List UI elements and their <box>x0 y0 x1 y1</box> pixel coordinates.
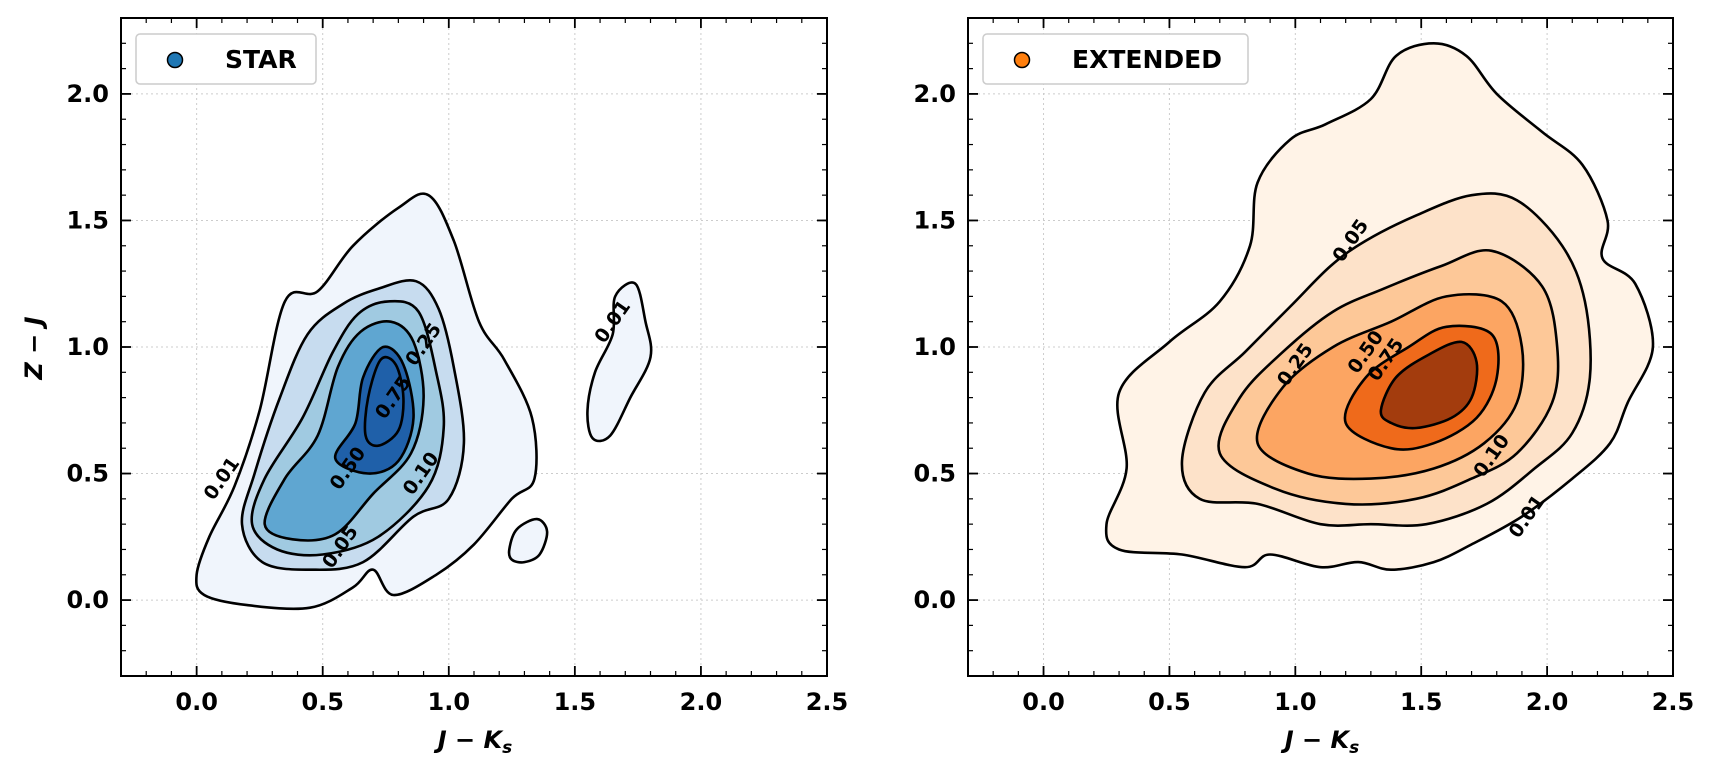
star-contour-fill-001 <box>509 519 548 563</box>
star-contour-line-005 <box>240 279 466 572</box>
extended-legend-label: EXTENDED <box>1072 45 1222 74</box>
extended-y-tick-label: 0.5 <box>913 460 956 488</box>
extended-legend-marker <box>1013 51 1031 69</box>
extended-contour-line-050 <box>1343 324 1500 451</box>
star-x-axis-label: J − Ks <box>434 726 512 758</box>
star-panel: 0.010.010.050.100.250.500.75 0.0 0.5 1.0 1.… <box>20 17 849 758</box>
star-x-tick-label: 0.5 <box>301 688 344 716</box>
extended-y-tick-label: 1.5 <box>913 206 956 234</box>
star-contour-line-075 <box>363 355 405 448</box>
star-y-tick-label: 0.5 <box>66 460 109 488</box>
star-contour-line-050 <box>333 345 415 475</box>
star-contour-line-001 <box>194 192 538 611</box>
extended-plot-frame <box>967 17 1674 677</box>
extended-panel: 0.050.25 0.500.750.100.01 0.0 0.5 1.0 1.5 2.0… <box>913 17 1695 758</box>
star-x-tick-label: 0.0 <box>175 688 218 716</box>
star-plot-frame <box>120 17 828 677</box>
star-y-tick-label: 0.0 <box>66 586 109 614</box>
star-legend-label: STAR <box>225 45 297 74</box>
star-legend-marker <box>166 51 184 69</box>
star-contour-line-001 <box>586 281 653 443</box>
star-contour-line-001 <box>507 517 549 564</box>
star-x-tick-label: 1.0 <box>428 688 471 716</box>
star-y-tick-label: 1.5 <box>66 206 109 234</box>
star-contour-lines <box>194 192 653 611</box>
extended-x-tick-label: 0.5 <box>1148 688 1191 716</box>
star-contour-fill-001 <box>587 282 652 441</box>
extended-legend: EXTENDED <box>982 33 1249 85</box>
extended-x-tick-label: 0.0 <box>1022 688 1065 716</box>
extended-contour-line-001 <box>1104 42 1655 571</box>
star-legend-box <box>135 33 317 85</box>
extended-contour-line-025 <box>1255 292 1525 481</box>
star-y-tick-label: 1.0 <box>66 333 109 361</box>
extended-y-tick-label: 2.0 <box>913 80 956 108</box>
extended-x-tick-label: 1.0 <box>1274 688 1317 716</box>
extended-contour-line-010 <box>1217 248 1560 506</box>
star-contour-line-025 <box>263 320 425 542</box>
extended-contour-line-075 <box>1379 340 1479 430</box>
star-y-tick-label: 2.0 <box>66 80 109 108</box>
star-x-tick-label: 2.0 <box>680 688 723 716</box>
extended-ticks: 0.0 0.5 1.0 1.5 2.0 2.5 0.0 0.5 1.0 1.5 2.0 <box>913 17 1695 716</box>
extended-contour-lines <box>1104 42 1655 571</box>
extended-contour-line-005 <box>1180 192 1592 527</box>
star-y-axis-label: Z − J <box>20 316 48 380</box>
star-contour-line-010 <box>250 299 446 557</box>
star-x-tick-label: 2.5 <box>806 688 849 716</box>
extended-y-tick-label: 0.0 <box>913 586 956 614</box>
star-contour-fill-075 <box>364 357 404 446</box>
extended-legend-box <box>982 33 1249 85</box>
extended-x-axis-label: J − Ks <box>1281 726 1359 758</box>
star-x-tick-label: 1.5 <box>554 688 597 716</box>
extended-x-tick-label: 1.5 <box>1400 688 1443 716</box>
extended-x-tick-label: 2.5 <box>1652 688 1695 716</box>
extended-contour-fill-075 <box>1380 341 1478 429</box>
extended-density-fills <box>1106 43 1653 570</box>
star-legend: STAR <box>135 33 317 85</box>
extended-x-tick-label: 2.0 <box>1526 688 1569 716</box>
extended-y-tick-label: 1.0 <box>913 333 956 361</box>
